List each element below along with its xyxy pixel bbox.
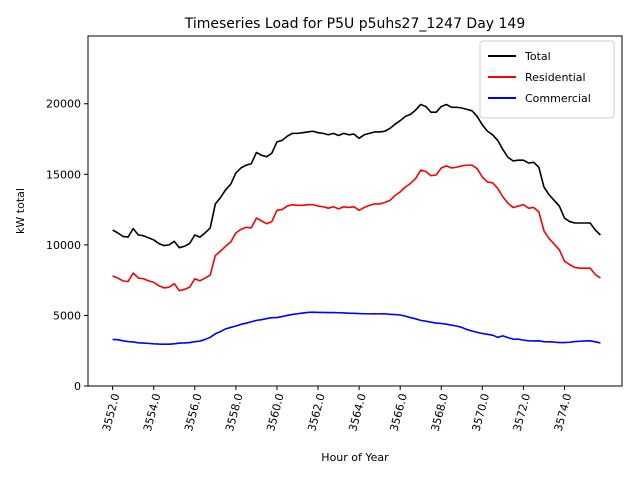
legend-label-total: Total	[524, 50, 551, 63]
chart-title: Timeseries Load for P5U p5uhs27_1247 Day…	[184, 16, 526, 32]
x-axis-label: Hour of Year	[321, 451, 389, 464]
y-tick-label: 20000	[46, 98, 81, 111]
y-tick-label: 5000	[53, 309, 81, 322]
series-line-commercial	[112, 311, 601, 346]
series-line-total	[112, 103, 601, 249]
legend-label-commercial: Commercial	[525, 92, 591, 105]
y-axis-ticks: 0 5000 10000 15000 20000	[46, 98, 88, 393]
y-tick-label: 15000	[46, 168, 81, 181]
plot-area	[87, 35, 623, 387]
series-layer	[112, 103, 601, 346]
legend-label-residential: Residential	[525, 71, 586, 84]
y-axis-label: kW total	[14, 188, 27, 234]
series-line-residential	[112, 164, 601, 292]
y-tick-label: 10000	[46, 239, 81, 252]
y-tick-label: 0	[74, 380, 81, 393]
legend: Total Residential Commercial	[479, 40, 615, 119]
